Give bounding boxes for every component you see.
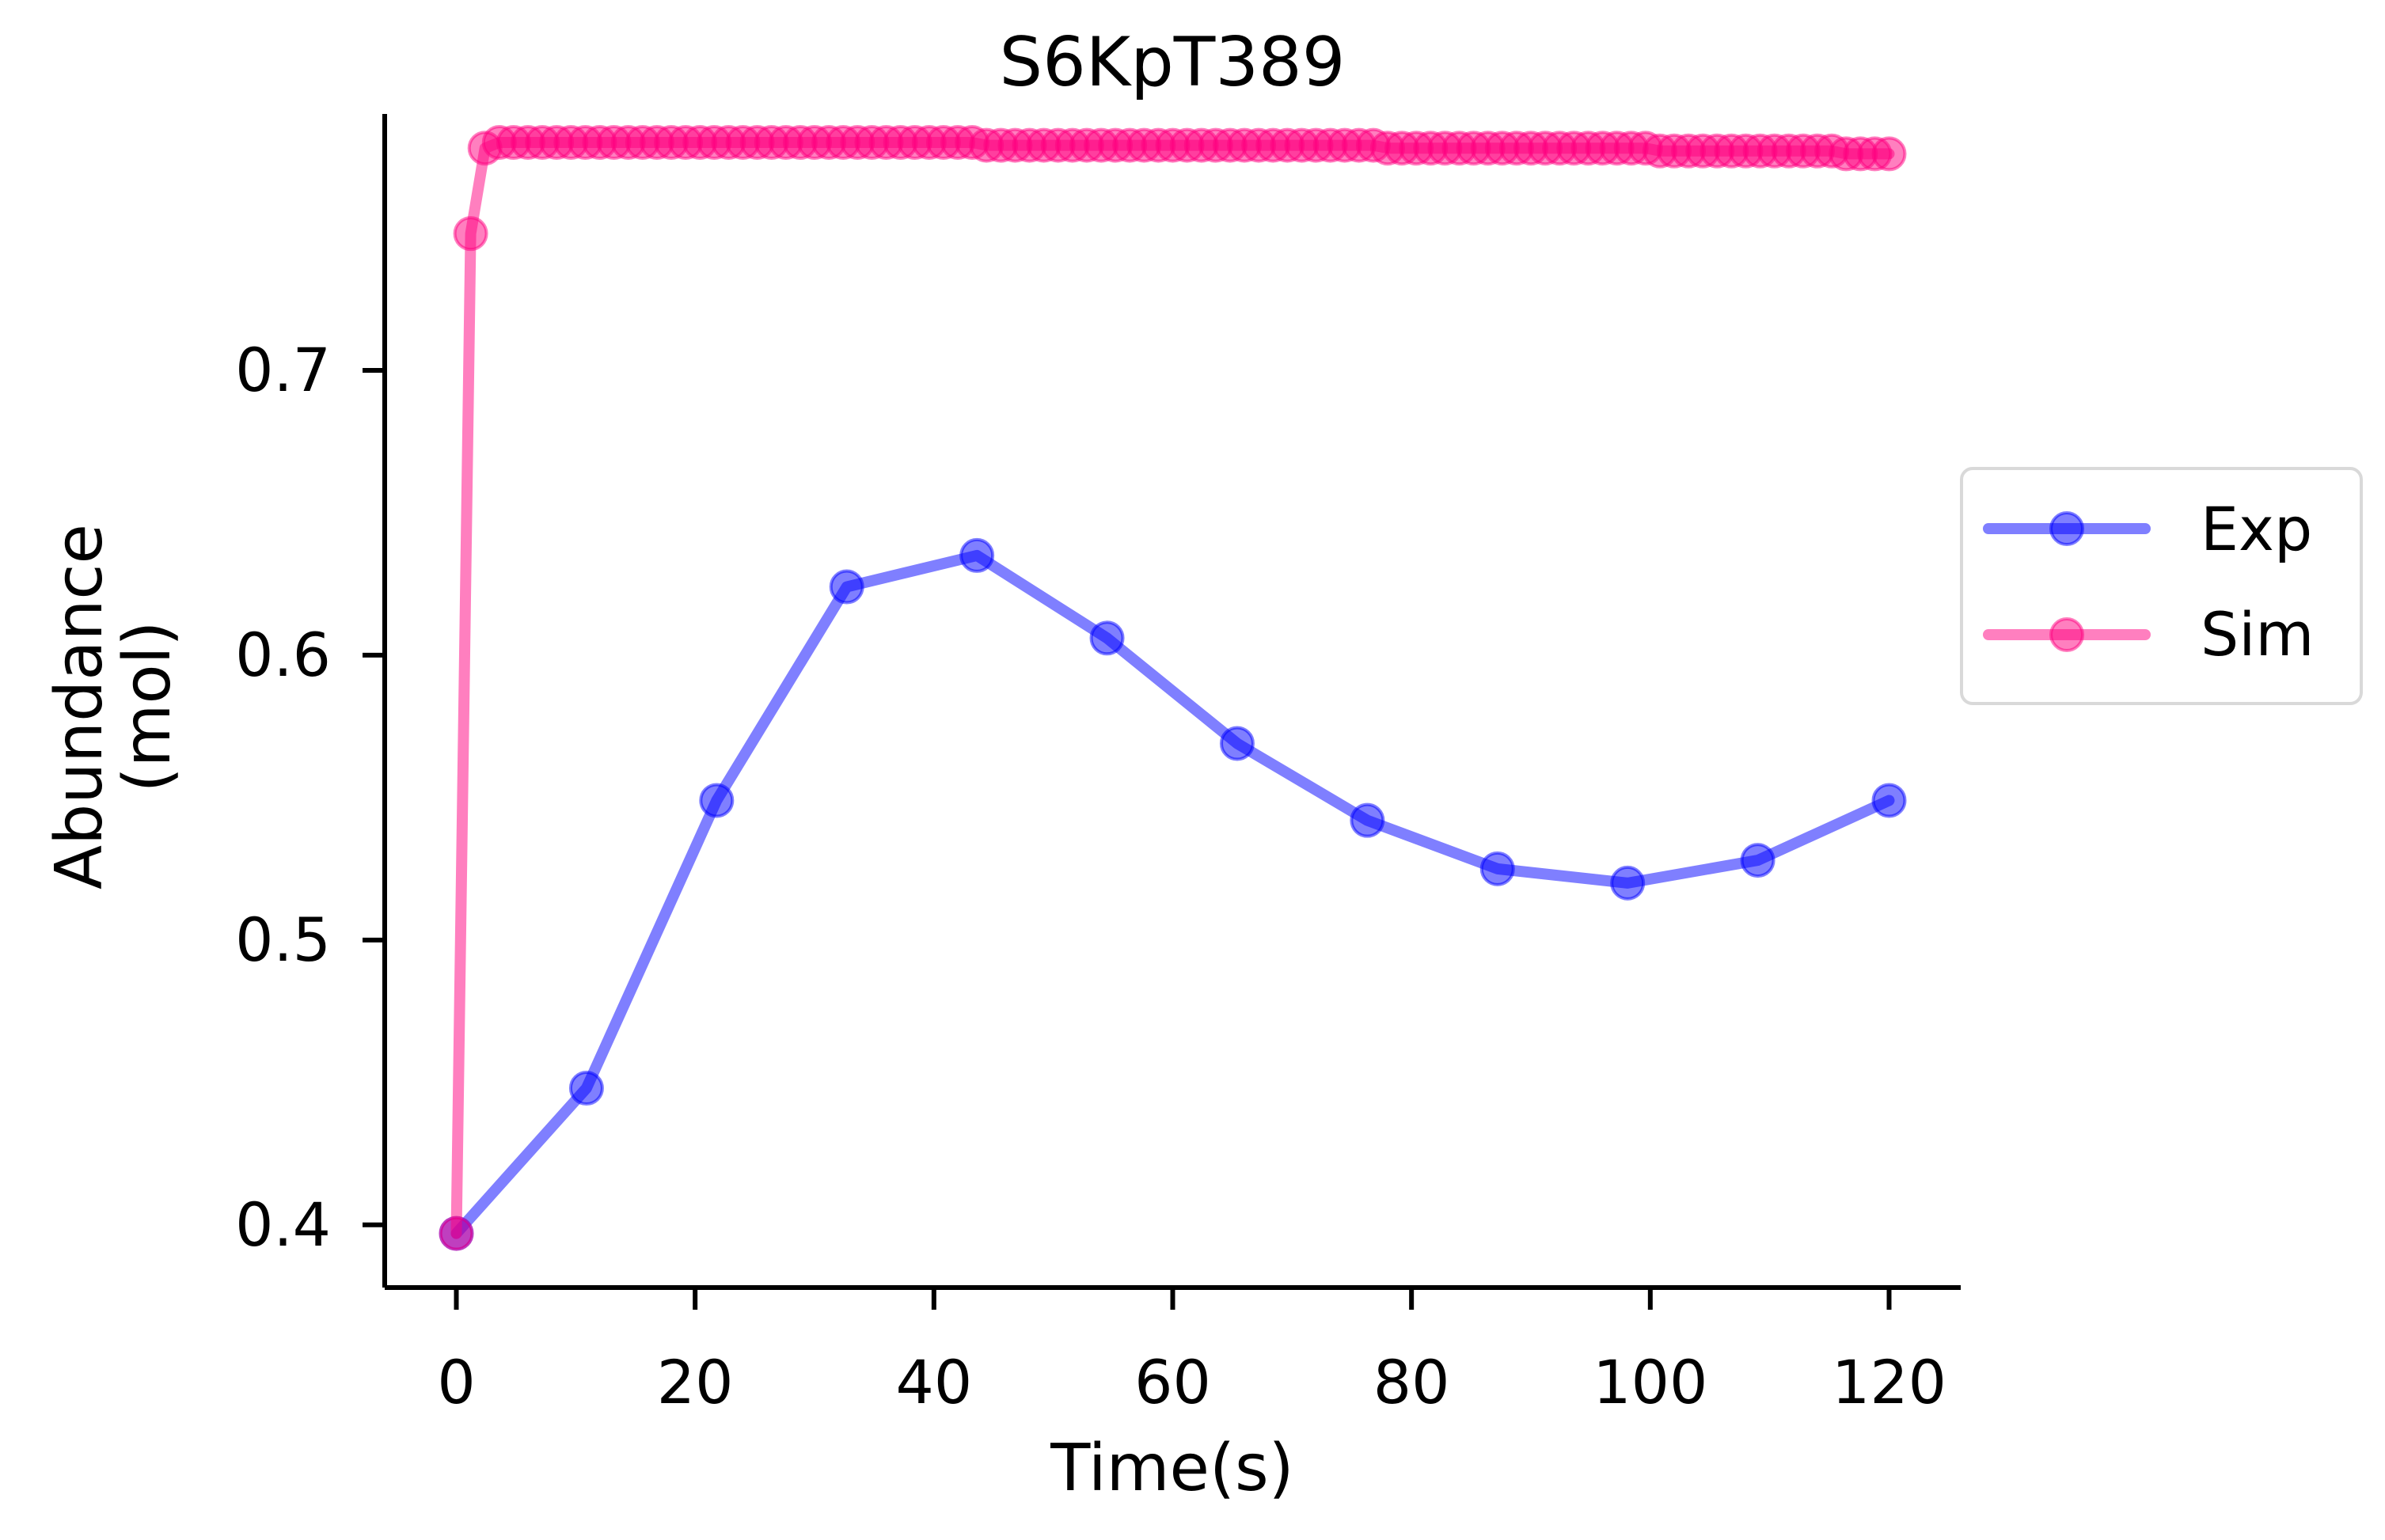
y-tick-label: 0.4	[235, 1189, 331, 1260]
series-line-exp	[450, 549, 1895, 1239]
data-point-exp	[1610, 865, 1646, 901]
series-sim	[439, 124, 1907, 1251]
series-layer	[439, 124, 1907, 1251]
y-axis-title-line-1: Abundance	[42, 524, 117, 889]
y-axis-title: Abundance (mol)	[42, 524, 185, 889]
data-point-exp	[699, 783, 735, 818]
data-point-exp	[1089, 620, 1125, 656]
y-tick-label: 0.5	[235, 905, 331, 975]
legend-label-sim: Sim	[2201, 599, 2314, 669]
chart-title: S6KpT389	[1000, 23, 1346, 102]
x-tick-label: 60	[1134, 1347, 1211, 1417]
x-tick-label: 80	[1373, 1347, 1450, 1417]
data-point-exp	[959, 537, 995, 573]
y-tick-label: 0.7	[235, 335, 331, 405]
data-point-exp	[1871, 783, 1907, 818]
data-point-exp	[1479, 851, 1515, 886]
series-exp	[439, 537, 1907, 1251]
data-point-exp	[1219, 726, 1255, 761]
x-tick-label: 40	[895, 1347, 972, 1417]
x-tick-label: 0	[437, 1347, 475, 1417]
x-ticks: 0 20 40 60 80 100 120	[437, 1288, 1946, 1417]
data-point-exp	[1740, 843, 1775, 878]
x-axis-title: Time(s)	[1050, 1431, 1293, 1506]
data-point-exp	[1350, 802, 1385, 838]
legend: Exp Sim	[1960, 467, 2363, 705]
legend-label-exp: Exp	[2201, 494, 2312, 564]
y-ticks: 0.4 0.5 0.6 0.7	[235, 335, 385, 1260]
legend-marker-exp	[2049, 511, 2084, 546]
x-tick-label: 120	[1832, 1347, 1946, 1417]
x-tick-label: 20	[657, 1347, 734, 1417]
data-point-sim	[453, 216, 488, 252]
y-tick-label: 0.6	[235, 620, 331, 690]
data-point-exp	[829, 569, 864, 605]
data-point-sim	[1871, 136, 1907, 172]
x-tick-label: 100	[1593, 1347, 1707, 1417]
y-axis-title-line-2: (mol)	[110, 621, 185, 793]
data-point-exp	[568, 1071, 604, 1106]
axes-group	[382, 114, 1961, 1290]
legend-marker-sim	[2049, 617, 2084, 652]
data-point-sim	[439, 1216, 474, 1251]
